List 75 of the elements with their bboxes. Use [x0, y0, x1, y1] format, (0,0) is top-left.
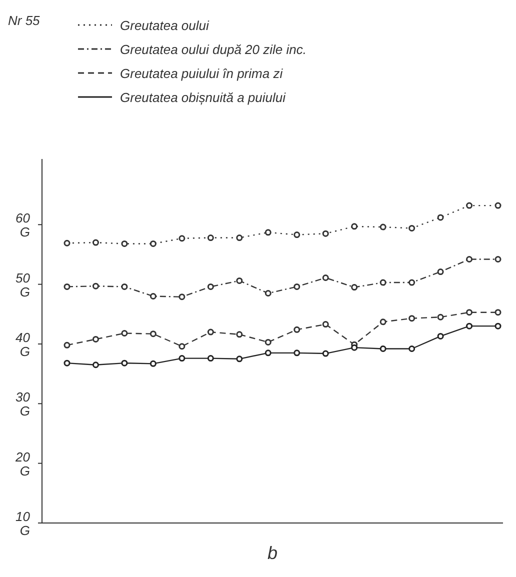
point [380, 224, 386, 230]
point [494, 309, 502, 316]
point [264, 350, 272, 356]
point [64, 240, 70, 246]
point [92, 362, 99, 368]
point [380, 279, 386, 286]
legend-label: Greutatea oului [120, 18, 209, 32]
y-tick-label: 20 G [14, 449, 31, 478]
point [92, 282, 99, 290]
legend-label: Greutatea puiului în prima zi [120, 66, 283, 80]
point [207, 283, 214, 290]
point [294, 350, 300, 356]
point [322, 350, 329, 357]
point [121, 240, 128, 247]
y-tick-label: 30 G [16, 390, 31, 419]
point [121, 283, 128, 290]
y-tick-label: 40 G [16, 330, 31, 359]
point [264, 290, 272, 297]
point [494, 322, 502, 330]
legend-label: Greutatea oului după 20 zile inc. [120, 42, 306, 56]
point [466, 322, 473, 330]
y-tick-label: 60 G [16, 210, 31, 240]
y-tick-label: 50 G [16, 270, 31, 300]
point [294, 326, 300, 333]
y-tick-label: 10 G [16, 509, 31, 538]
point [466, 202, 473, 209]
point [92, 239, 99, 246]
point [178, 294, 186, 300]
point [494, 256, 502, 262]
point [437, 268, 444, 276]
point [121, 330, 128, 336]
point [207, 355, 214, 362]
point [264, 229, 272, 236]
point [236, 356, 243, 362]
point [408, 279, 416, 286]
point [207, 234, 214, 242]
point [150, 240, 156, 247]
point [178, 343, 186, 350]
point [64, 360, 70, 366]
point [207, 328, 214, 336]
point [178, 355, 186, 362]
point [150, 292, 156, 300]
point [236, 277, 243, 284]
point [408, 315, 416, 322]
point [150, 330, 156, 338]
point [150, 360, 156, 367]
point [466, 309, 473, 316]
point [408, 346, 416, 352]
point [408, 224, 416, 232]
point [294, 232, 300, 238]
x-axis-title: b [267, 543, 278, 563]
point [264, 338, 272, 346]
point [494, 202, 502, 209]
chart-title: Nr 55 [8, 13, 41, 30]
point [380, 318, 386, 326]
point [322, 274, 329, 281]
point [294, 283, 300, 290]
point [466, 256, 473, 262]
point [236, 234, 243, 242]
point [322, 230, 329, 237]
point [351, 223, 358, 230]
point [92, 336, 99, 342]
point [380, 346, 386, 352]
point [236, 331, 243, 338]
point [437, 314, 444, 320]
legend-label: Greutatea obișnuită a puiului [120, 90, 286, 104]
point [437, 332, 444, 340]
point [322, 321, 329, 328]
point [121, 360, 128, 366]
point [437, 214, 444, 221]
point [64, 283, 70, 290]
point [351, 344, 358, 351]
point [351, 284, 358, 291]
point [178, 235, 186, 242]
point [64, 342, 70, 348]
